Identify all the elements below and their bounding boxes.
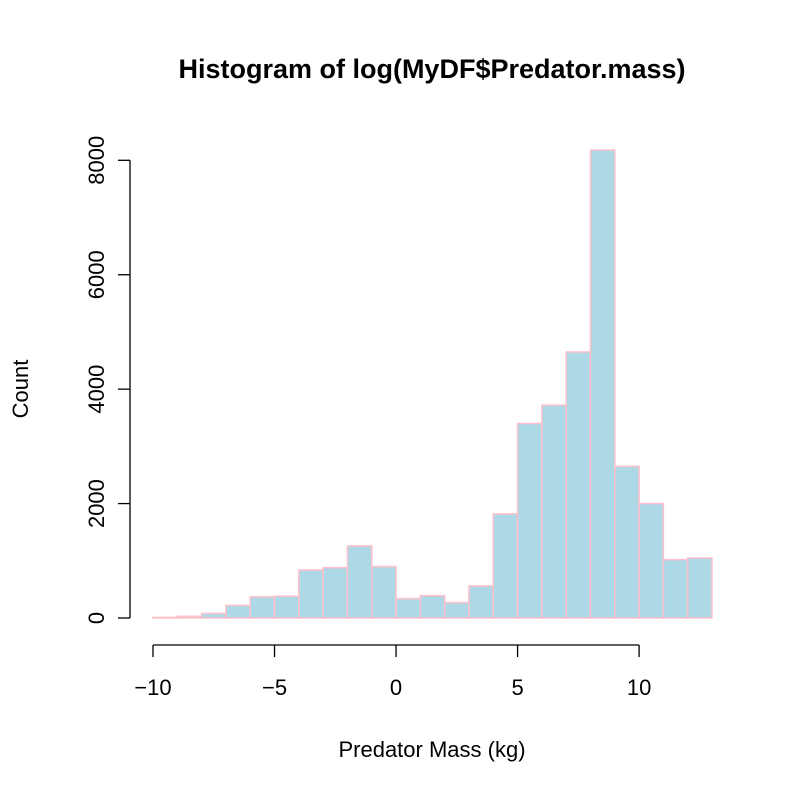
histogram-bar xyxy=(686,557,713,619)
histogram-bar xyxy=(492,513,519,619)
histogram-bar xyxy=(346,545,373,619)
histogram-bar xyxy=(395,597,422,619)
histogram-bar xyxy=(638,502,665,619)
bars-group xyxy=(152,149,713,619)
x-tick-label: 0 xyxy=(390,675,402,700)
histogram-bar xyxy=(419,594,446,619)
histogram-bar xyxy=(443,601,470,619)
histogram-bar xyxy=(200,612,227,619)
y-axis-label: Count xyxy=(8,360,33,419)
y-tick-label: 4000 xyxy=(84,365,109,414)
y-tick-label: 8000 xyxy=(84,136,109,185)
x-tick-label: −10 xyxy=(134,675,171,700)
x-tick-label: 10 xyxy=(627,675,651,700)
histogram-bar xyxy=(273,595,300,619)
y-tick-label: 2000 xyxy=(84,479,109,528)
histogram-bar xyxy=(249,596,276,619)
x-axis: −10 −5 0 5 10 xyxy=(134,644,651,700)
x-tick-label: 5 xyxy=(511,675,523,700)
x-tick-label: −5 xyxy=(262,675,287,700)
y-axis: 0 2000 4000 6000 8000 xyxy=(84,136,131,624)
histogram-bar xyxy=(565,351,592,619)
histogram-bar xyxy=(468,585,495,619)
y-tick-label: 6000 xyxy=(84,250,109,299)
histogram-bar xyxy=(541,404,567,619)
x-axis-label: Predator Mass (kg) xyxy=(338,737,525,762)
chart-title: Histogram of log(MyDF$Predator.mass) xyxy=(178,54,685,84)
histogram-bar xyxy=(516,422,543,619)
histogram-bar xyxy=(298,569,324,619)
histogram-bar xyxy=(176,615,203,619)
histogram-bar xyxy=(322,566,349,619)
histogram-bar xyxy=(589,149,616,619)
histogram-bar xyxy=(614,465,640,619)
histogram-bar xyxy=(152,616,179,619)
histogram-bar xyxy=(225,604,251,619)
histogram-bar xyxy=(370,565,397,619)
histogram-bar xyxy=(662,558,689,619)
y-tick-label: 0 xyxy=(84,612,109,624)
